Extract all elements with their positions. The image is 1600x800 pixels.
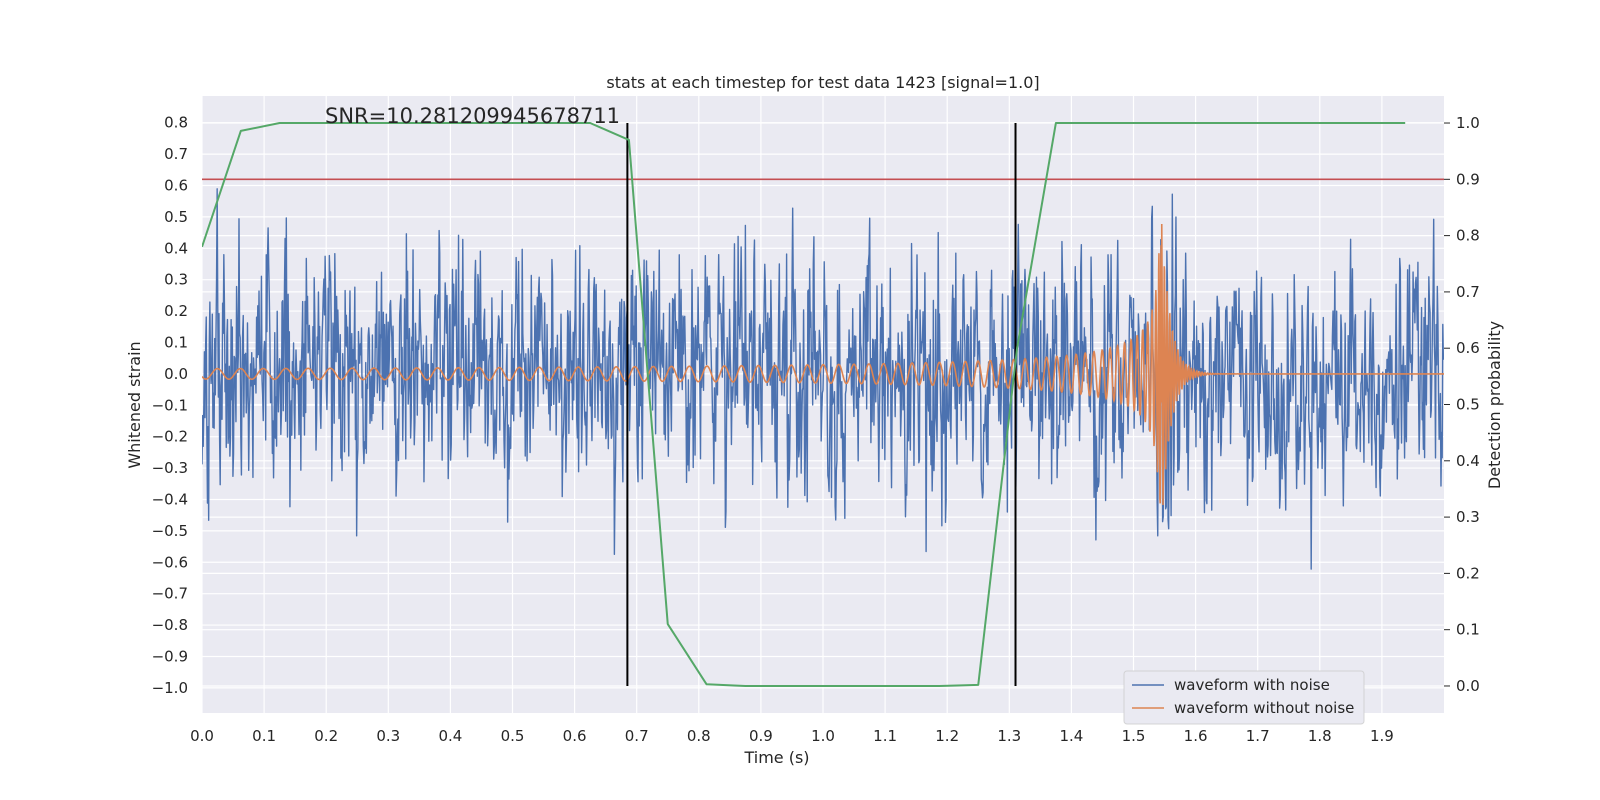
y-axis-label: Whitened strain (125, 341, 144, 468)
y-tick-label: −0.5 (152, 522, 188, 540)
y-tick-label: 0.3 (164, 271, 188, 289)
y-tick-label: −0.3 (152, 459, 188, 477)
y-tick-label: 0.1 (164, 333, 188, 351)
x-tick-label: 1.1 (873, 727, 897, 745)
x-tick-label: 1.5 (1122, 727, 1146, 745)
y-axis-right-label: Detection probability (1485, 321, 1504, 489)
legend-label-clean: waveform without noise (1174, 699, 1354, 717)
x-axis: 0.0 0.1 0.2 0.3 0.4 0.5 0.6 0.7 0.8 0.9 1.0 1.1 1.2 1… (190, 727, 1394, 745)
x-tick-label: 1.7 (1246, 727, 1270, 745)
x-tick-label: 0.5 (501, 727, 525, 745)
y-right-tick-label: 0.8 (1456, 227, 1480, 245)
x-tick-label: 0.6 (563, 727, 587, 745)
x-tick-label: 1.4 (1059, 727, 1083, 745)
y-tick-label: 0.6 (164, 176, 188, 194)
x-tick-label: 0.9 (749, 727, 773, 745)
x-axis-label: Time (s) (743, 748, 809, 767)
y-tick-label: −0.8 (152, 616, 188, 634)
y-right-tick-label: 0.9 (1456, 170, 1480, 188)
x-tick-label: 0.0 (190, 727, 214, 745)
y-tick-label: 0.2 (164, 302, 188, 320)
y-tick-label: 0.5 (164, 208, 188, 226)
y-tick-label: −0.4 (152, 490, 188, 508)
y-tick-label: 0.4 (164, 239, 188, 257)
x-tick-label: 0.7 (625, 727, 649, 745)
y-right-tick-label: 0.7 (1456, 283, 1480, 301)
y-right-tick-label: 0.3 (1456, 508, 1480, 526)
x-tick-label: 0.1 (252, 727, 276, 745)
right-axis: 1.0 0.9 0.8 0.7 0.6 0.5 0.4 0.3 0.2 0.1 0.0 (1444, 114, 1480, 695)
x-tick-label: 1.0 (811, 727, 835, 745)
y-tick-label: 0.7 (164, 145, 188, 163)
x-tick-label: 1.8 (1308, 727, 1332, 745)
series-layer (202, 122, 1444, 687)
y-right-tick-label: 1.0 (1456, 114, 1480, 132)
left-axis: 0.8 0.7 0.6 0.5 0.4 0.3 0.2 0.1 0.0 −0.1 −0.2 −0.3 −… (152, 114, 188, 697)
y-right-tick-label: 0.6 (1456, 339, 1480, 357)
legend-label-noisy: waveform with noise (1174, 676, 1330, 694)
x-tick-label: 0.2 (314, 727, 338, 745)
y-right-tick-label: 0.1 (1456, 621, 1480, 639)
x-tick-label: 0.8 (687, 727, 711, 745)
x-tick-label: 0.4 (438, 727, 462, 745)
x-tick-label: 1.9 (1370, 727, 1394, 745)
y-tick-label: −0.2 (152, 428, 188, 446)
chart-title: stats at each timestep for test data 142… (606, 73, 1039, 92)
x-tick-label: 1.2 (935, 727, 959, 745)
y-right-tick-label: 0.5 (1456, 396, 1480, 414)
series-line-detection-probability (202, 122, 1406, 687)
y-tick-label: −1.0 (152, 679, 188, 697)
y-tick-label: 0.0 (164, 365, 188, 383)
snr-annotation: SNR=10.281209945678711 (325, 104, 620, 128)
legend: waveform with noise waveform without noi… (1123, 670, 1365, 725)
y-right-tick-label: 0.2 (1456, 564, 1480, 582)
y-tick-label: −0.6 (152, 553, 188, 571)
y-tick-label: −0.7 (152, 585, 188, 603)
x-tick-label: 1.3 (997, 727, 1021, 745)
y-tick-label: 0.8 (164, 114, 188, 132)
x-tick-label: 1.6 (1184, 727, 1208, 745)
y-tick-label: −0.1 (152, 396, 188, 414)
y-right-tick-label: 0.4 (1456, 452, 1480, 470)
legend-box (1123, 670, 1365, 725)
y-right-tick-label: 0.0 (1456, 677, 1480, 695)
series-line-waveform-without-noise (202, 224, 1444, 506)
y-tick-label: −0.9 (152, 647, 188, 665)
x-tick-label: 0.3 (376, 727, 400, 745)
